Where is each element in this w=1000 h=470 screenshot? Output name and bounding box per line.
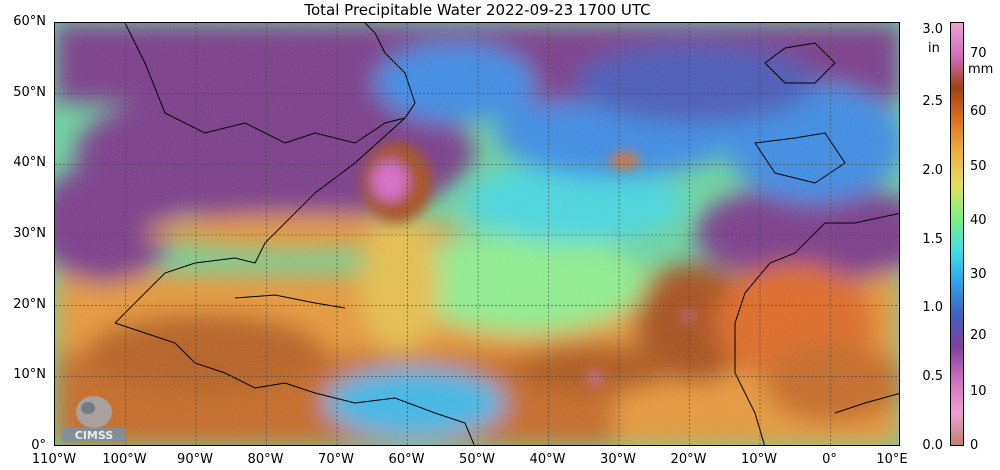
colorbar-mm-unit: mm	[968, 62, 994, 77]
tpw-field	[55, 23, 899, 445]
colorbar-mm-tick: 50	[970, 159, 987, 174]
colorbar-inch-tick: 3.0	[922, 22, 943, 37]
lon-label: 50°W	[459, 452, 495, 467]
lon-label: 10°W	[741, 452, 777, 467]
colorbar-mm-tick: 60	[970, 104, 987, 119]
lon-label: 110°W	[31, 452, 77, 467]
lon-label: 70°W	[318, 452, 354, 467]
lat-label: 10°N	[13, 367, 46, 382]
logo-text: CIMSS	[75, 429, 114, 442]
graticule	[55, 23, 899, 445]
lat-label: 40°N	[13, 155, 46, 170]
colorbar-mm-tick: 30	[970, 267, 987, 282]
lon-label: 10°E	[876, 452, 908, 467]
coastlines	[114, 23, 899, 445]
colorbar-inch-tick: 0.0	[922, 438, 943, 453]
lat-label: 30°N	[13, 226, 46, 241]
lon-label: 0°	[822, 452, 837, 467]
colorbar-mm-tick: 10	[970, 384, 987, 399]
colorbar-mm-tick: 40	[970, 213, 987, 228]
colorbar-mm-tick: 0	[970, 438, 979, 453]
tpw-map	[54, 22, 900, 446]
colorbar-inch-tick: 2.5	[922, 94, 943, 109]
lon-label: 90°W	[177, 452, 213, 467]
lat-label: 20°N	[13, 297, 46, 312]
lon-label: 80°W	[247, 452, 284, 467]
colorbar-mm-tick: 70	[970, 46, 987, 61]
lon-label: 20°W	[670, 452, 707, 467]
colorbar-inch-unit: in	[928, 41, 940, 56]
colorbar-inch-tick: 0.5	[922, 369, 943, 384]
lat-label: 50°N	[13, 85, 46, 100]
cimss-logo: CIMSS	[58, 390, 130, 444]
lat-label: 0°	[31, 438, 46, 453]
colorbar-inch-tick: 2.0	[922, 163, 943, 178]
lon-label: 30°W	[600, 452, 636, 467]
lon-label: 40°W	[529, 452, 566, 467]
lon-label: 60°W	[388, 452, 425, 467]
colorbar-inch-tick: 1.5	[922, 232, 943, 247]
colorbar-mm-tick: 20	[970, 328, 987, 343]
lat-label: 60°N	[13, 14, 46, 29]
colorbar-inch-tick: 1.0	[922, 300, 943, 315]
colorbar	[950, 22, 964, 446]
lon-label: 100°W	[102, 452, 147, 467]
map-title: Total Precipitable Water 2022-09-23 1700…	[304, 1, 651, 19]
